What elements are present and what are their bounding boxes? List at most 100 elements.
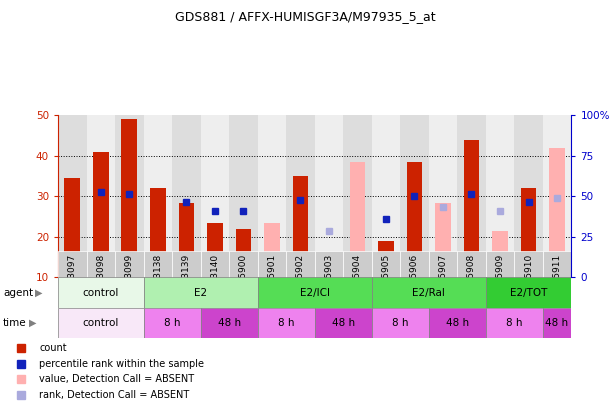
Bar: [315, 115, 343, 277]
Bar: [321, 275, 337, 277]
Text: 48 h: 48 h: [546, 318, 569, 328]
Bar: [371, 308, 429, 338]
Bar: [549, 148, 565, 277]
Bar: [315, 308, 371, 338]
Bar: [457, 251, 486, 308]
Bar: [172, 115, 200, 277]
Text: GDS881 / AFFX-HUMISGF3A/M97935_5_at: GDS881 / AFFX-HUMISGF3A/M97935_5_at: [175, 10, 436, 23]
Bar: [258, 251, 286, 308]
Bar: [258, 308, 315, 338]
Text: control: control: [82, 288, 119, 298]
Bar: [144, 251, 172, 308]
Text: GSM13139: GSM13139: [182, 254, 191, 303]
Bar: [58, 277, 144, 308]
Bar: [200, 251, 229, 308]
Text: ▶: ▶: [29, 318, 37, 328]
Bar: [87, 251, 115, 308]
Text: GSM15908: GSM15908: [467, 254, 476, 303]
Text: 8 h: 8 h: [506, 318, 522, 328]
Bar: [293, 176, 309, 277]
Text: GSM15911: GSM15911: [552, 254, 562, 303]
Bar: [343, 251, 371, 308]
Bar: [144, 277, 258, 308]
Bar: [200, 308, 258, 338]
Text: 48 h: 48 h: [332, 318, 355, 328]
Bar: [514, 115, 543, 277]
Bar: [543, 308, 571, 338]
Text: E2: E2: [194, 288, 207, 298]
Bar: [486, 115, 514, 277]
Bar: [286, 115, 315, 277]
Text: GSM15904: GSM15904: [353, 254, 362, 303]
Bar: [150, 188, 166, 277]
Bar: [229, 251, 258, 308]
Bar: [172, 251, 200, 308]
Bar: [486, 308, 543, 338]
Bar: [429, 308, 486, 338]
Bar: [464, 140, 480, 277]
Text: GSM13140: GSM13140: [210, 254, 219, 303]
Text: GSM15903: GSM15903: [324, 254, 334, 303]
Bar: [429, 115, 457, 277]
Text: ▶: ▶: [35, 288, 43, 298]
Bar: [435, 202, 451, 277]
Text: count: count: [39, 343, 67, 353]
Text: GSM15901: GSM15901: [268, 254, 276, 303]
Bar: [93, 152, 109, 277]
Bar: [315, 251, 343, 308]
Bar: [407, 162, 422, 277]
Bar: [371, 251, 400, 308]
Bar: [229, 115, 258, 277]
Bar: [122, 119, 137, 277]
Bar: [486, 277, 571, 308]
Text: agent: agent: [3, 288, 33, 298]
Text: E2/TOT: E2/TOT: [510, 288, 547, 298]
Text: GSM13099: GSM13099: [125, 254, 134, 303]
Bar: [400, 115, 429, 277]
Bar: [115, 115, 144, 277]
Text: percentile rank within the sample: percentile rank within the sample: [39, 359, 204, 369]
Bar: [349, 162, 365, 277]
Bar: [378, 241, 394, 277]
Bar: [144, 115, 172, 277]
Bar: [371, 115, 400, 277]
Text: time: time: [3, 318, 27, 328]
Text: GSM15905: GSM15905: [381, 254, 390, 303]
Bar: [236, 229, 251, 277]
Text: GSM15902: GSM15902: [296, 254, 305, 303]
Bar: [486, 251, 514, 308]
Text: control: control: [82, 318, 119, 328]
Bar: [200, 115, 229, 277]
Text: 8 h: 8 h: [392, 318, 409, 328]
Text: GSM13097: GSM13097: [68, 254, 77, 303]
Bar: [543, 251, 571, 308]
Text: 8 h: 8 h: [164, 318, 180, 328]
Text: value, Detection Call = ABSENT: value, Detection Call = ABSENT: [39, 375, 194, 384]
Text: GSM15909: GSM15909: [496, 254, 505, 303]
Bar: [264, 223, 280, 277]
Bar: [514, 251, 543, 308]
Bar: [286, 251, 315, 308]
Bar: [115, 251, 144, 308]
Bar: [207, 223, 223, 277]
Bar: [178, 202, 194, 277]
Text: rank, Detection Call = ABSENT: rank, Detection Call = ABSENT: [39, 390, 189, 400]
Bar: [371, 277, 486, 308]
Text: E2/ICI: E2/ICI: [299, 288, 330, 298]
Bar: [457, 115, 486, 277]
Text: GSM13138: GSM13138: [153, 254, 163, 303]
Bar: [543, 115, 571, 277]
Bar: [144, 308, 200, 338]
Text: 48 h: 48 h: [218, 318, 241, 328]
Text: GSM15907: GSM15907: [439, 254, 447, 303]
Bar: [58, 251, 87, 308]
Bar: [258, 115, 286, 277]
Bar: [58, 308, 144, 338]
Text: GSM15910: GSM15910: [524, 254, 533, 303]
Text: GSM15900: GSM15900: [239, 254, 248, 303]
Text: GSM13098: GSM13098: [97, 254, 105, 303]
Bar: [65, 178, 80, 277]
Text: GSM15906: GSM15906: [410, 254, 419, 303]
Bar: [400, 251, 429, 308]
Bar: [343, 115, 371, 277]
